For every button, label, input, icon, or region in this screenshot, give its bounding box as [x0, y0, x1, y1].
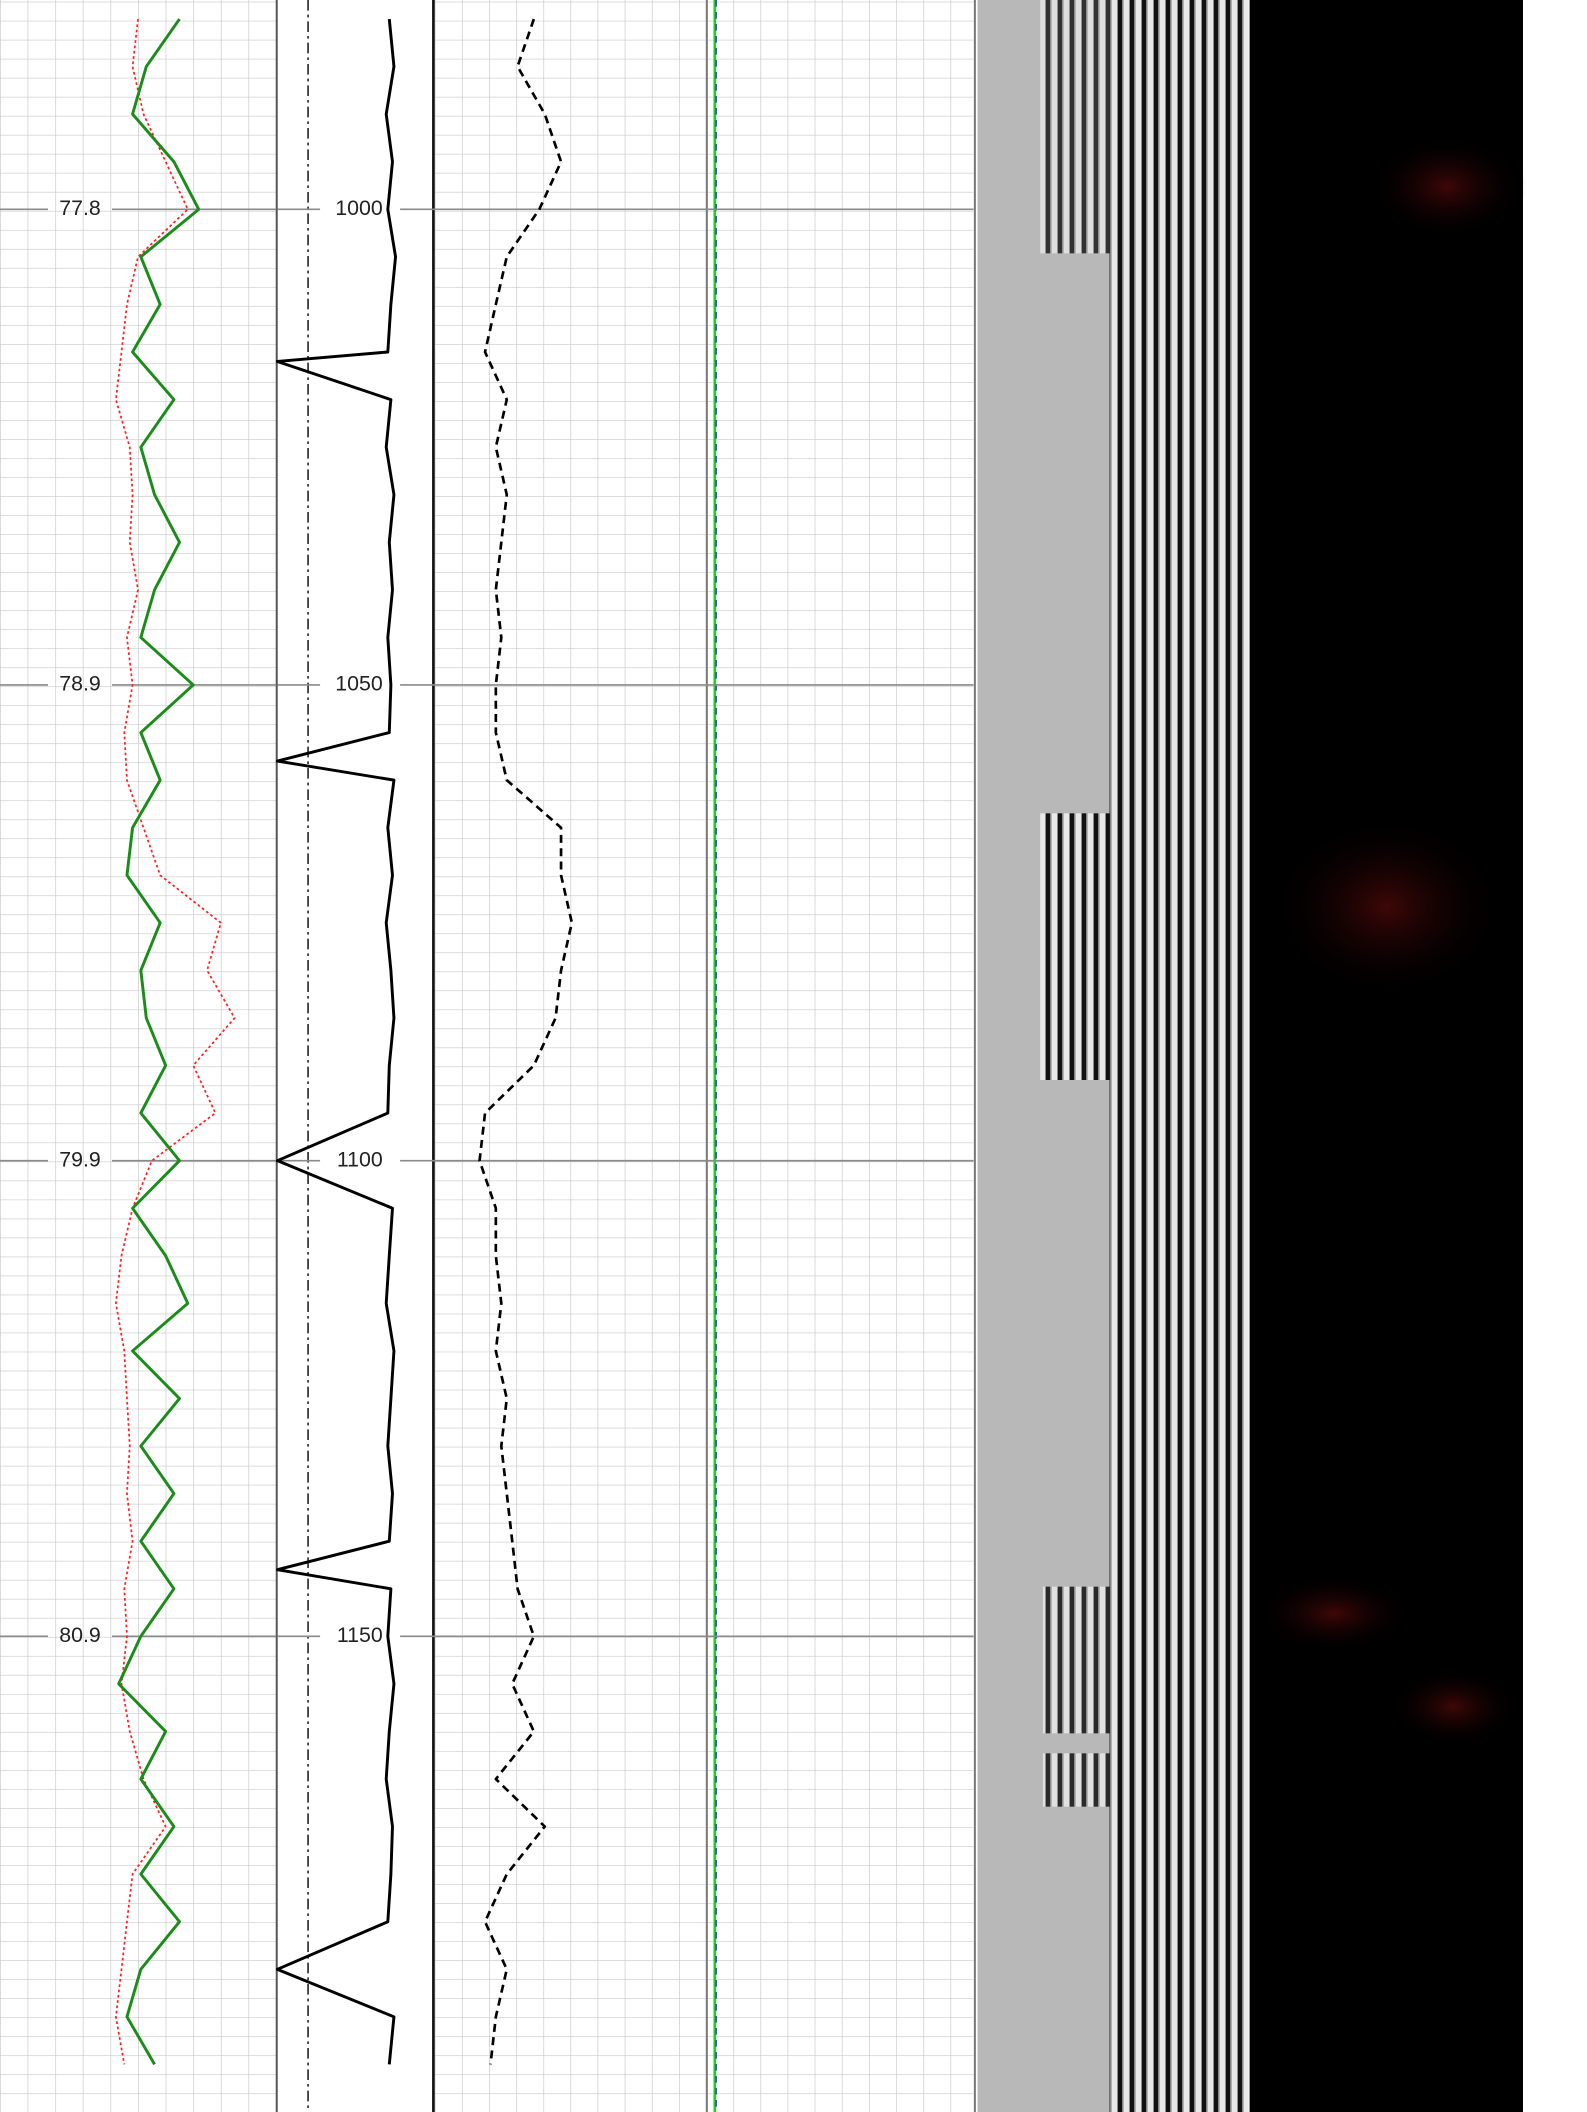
left-tick-label: 77.8	[59, 196, 101, 220]
left-tick-label: 79.9	[59, 1147, 101, 1171]
y-tick-label: 1100	[337, 1147, 383, 1171]
image-feature	[1366, 133, 1527, 240]
log-curve	[478, 18, 574, 2065]
image-texture	[1040, 813, 1110, 1080]
minor-grid	[434, 0, 974, 2112]
image-feature	[1253, 1573, 1414, 1654]
image-feature	[1386, 1666, 1521, 1747]
image-texture	[1109, 0, 1249, 2112]
log-curve	[115, 18, 236, 2065]
image-texture	[1042, 1753, 1110, 1807]
log-curve	[275, 18, 398, 2065]
image-texture	[1042, 1586, 1110, 1734]
track-1-grid	[0, 0, 277, 2112]
image-track	[977, 0, 1249, 2112]
left-tick-label: 78.9	[59, 672, 101, 696]
log-curve	[117, 18, 201, 2066]
dark-image-track	[1249, 0, 1527, 2112]
image-background	[1249, 0, 1523, 2112]
y-tick-label: 1150	[337, 1623, 383, 1647]
image-feature	[1266, 813, 1507, 1000]
track-3-grid	[434, 0, 974, 2112]
y-tick-label: 1050	[335, 672, 383, 696]
image-texture	[1040, 0, 1110, 254]
left-tick-label: 80.9	[59, 1623, 101, 1647]
y-tick-label: 1000	[335, 196, 383, 220]
minor-grid	[0, 0, 277, 2112]
